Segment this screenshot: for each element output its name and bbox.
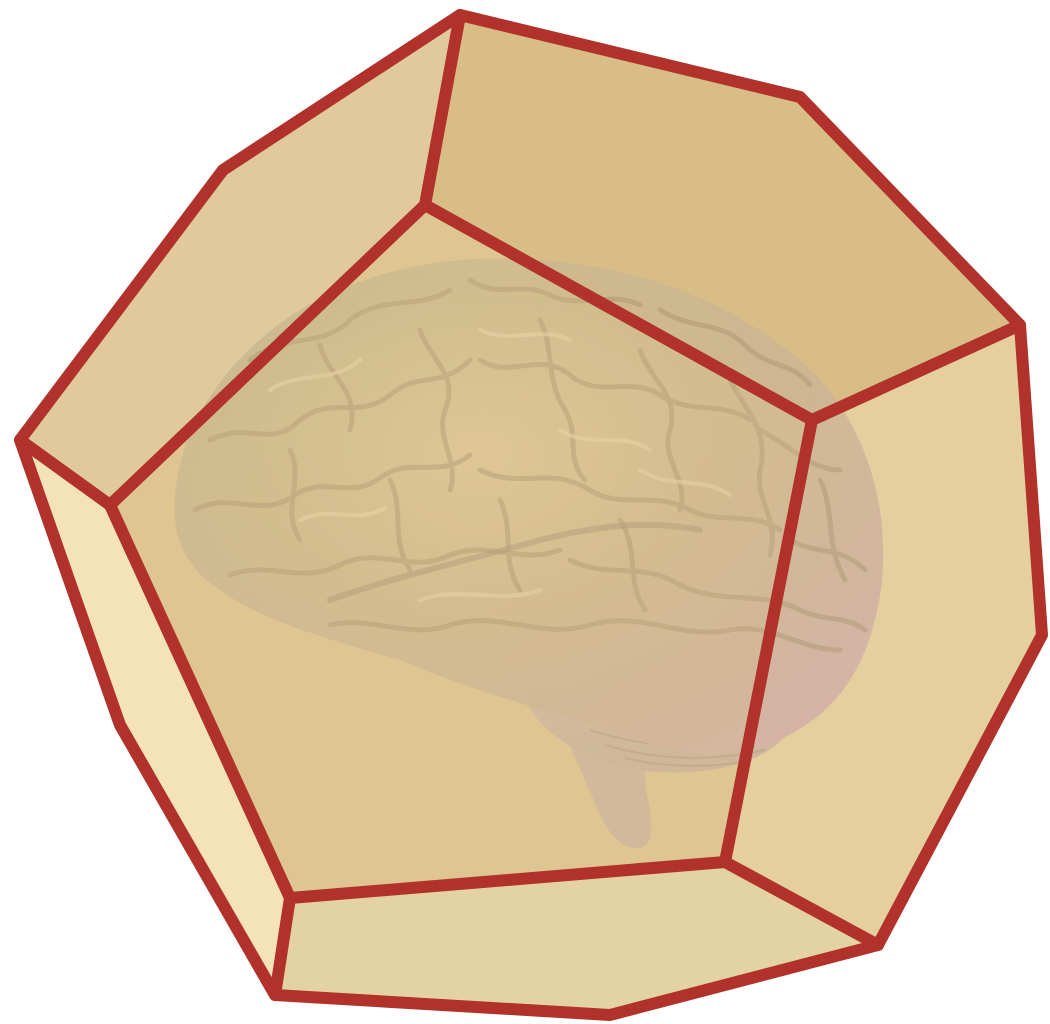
edge-right — [806, 319, 1026, 426]
brain-folds — [192, 277, 868, 653]
edge-bottom-right — [719, 856, 884, 951]
face-left — [20, 440, 290, 995]
edge-top — [419, 9, 466, 211]
edge-bottom-left — [269, 892, 296, 1001]
face-bottom — [275, 862, 878, 1015]
outer-outline — [14, 9, 1048, 1021]
face-top — [425, 15, 1020, 420]
brain-highlights — [268, 328, 732, 602]
front-face-glass — [110, 205, 812, 898]
front-pentagon — [104, 199, 818, 904]
face-top-left — [20, 15, 460, 505]
dodecahedron-edges — [14, 9, 1048, 1021]
edge-left — [14, 434, 116, 511]
lateral-sulcus — [327, 521, 703, 603]
